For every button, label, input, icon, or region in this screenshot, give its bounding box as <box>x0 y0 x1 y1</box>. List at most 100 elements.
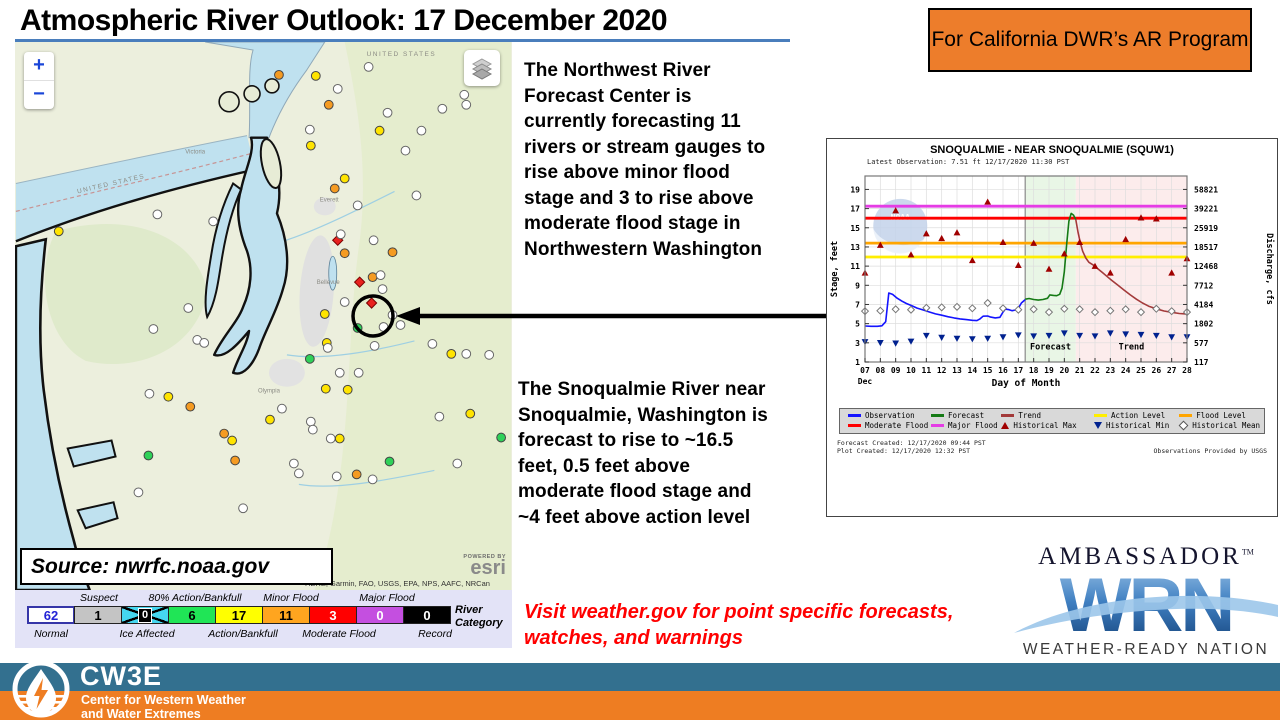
gauge-marker[interactable] <box>387 247 398 258</box>
gauge-marker[interactable] <box>446 348 457 359</box>
gauge-marker[interactable] <box>293 468 304 479</box>
source-label: Source: nwrfc.noaa.gov <box>20 548 333 585</box>
gauge-marker[interactable] <box>319 309 330 319</box>
gauge-marker[interactable] <box>183 303 194 313</box>
gauge-marker[interactable] <box>427 339 438 349</box>
gauge-marker[interactable] <box>378 322 389 332</box>
gauge-marker[interactable] <box>384 456 395 467</box>
forecast-summary-text: The Northwest River Forecast Center is c… <box>524 60 766 260</box>
gauge-marker[interactable] <box>152 209 163 220</box>
gauge-marker[interactable] <box>452 458 463 469</box>
legend-label-top: 80% Action/Bankfull <box>148 592 242 604</box>
zoom-in-button[interactable]: + <box>33 54 45 76</box>
gauge-marker[interactable] <box>461 348 472 359</box>
gauge-marker[interactable] <box>274 69 284 80</box>
gauge-marker[interactable] <box>277 403 287 414</box>
layers-button[interactable] <box>464 50 500 86</box>
gauge-marker[interactable] <box>307 424 318 435</box>
gauge-marker[interactable] <box>331 471 342 482</box>
gauge-marker[interactable] <box>375 270 386 281</box>
layers-icon <box>471 58 493 80</box>
gauge-marker[interactable] <box>334 367 345 378</box>
gauge-marker[interactable] <box>310 70 321 81</box>
gauge-marker[interactable] <box>459 89 470 100</box>
gauge-marker[interactable] <box>335 229 346 240</box>
svg-text:12: 12 <box>937 366 947 375</box>
gauge-marker[interactable] <box>496 432 507 443</box>
gauge-marker[interactable] <box>265 414 275 425</box>
gauge-marker[interactable] <box>400 145 411 156</box>
gauge-marker[interactable] <box>325 433 336 444</box>
svg-text:25919: 25919 <box>1194 224 1218 233</box>
gauge-marker[interactable] <box>368 235 379 246</box>
gauge-marker[interactable] <box>416 125 427 136</box>
hydrograph-panel: SNOQUALMIE - NEAR SNOQUALMIE (SQUW1) Lat… <box>826 138 1278 517</box>
gauge-marker[interactable] <box>353 276 366 288</box>
gauge-marker[interactable] <box>339 297 350 307</box>
gauge-marker[interactable] <box>227 435 237 446</box>
gauge-marker[interactable] <box>353 367 364 378</box>
svg-text:18: 18 <box>1029 366 1039 375</box>
gauge-marker[interactable] <box>143 450 154 461</box>
gauge-marker[interactable] <box>219 428 230 439</box>
gauge-marker[interactable] <box>334 433 345 444</box>
gauge-marker[interactable] <box>434 411 445 422</box>
gauge-marker[interactable] <box>199 338 210 348</box>
gauge-marker[interactable] <box>163 391 174 402</box>
gauge-marker[interactable] <box>387 310 398 320</box>
gauge-marker[interactable] <box>323 99 334 110</box>
gauge-marker[interactable] <box>185 401 196 412</box>
gauge-marker[interactable] <box>363 62 374 72</box>
gauge-marker[interactable] <box>53 226 64 237</box>
gauge-marker[interactable] <box>339 173 350 184</box>
gauge-marker[interactable] <box>395 320 406 330</box>
chart-legend-item: Moderate Flood <box>848 421 931 430</box>
svg-text:22: 22 <box>1090 366 1100 375</box>
svg-text:19: 19 <box>850 185 860 194</box>
gauge-marker[interactable] <box>342 384 353 395</box>
gauge-marker[interactable] <box>374 125 385 136</box>
legend-label-top: Major Flood <box>359 592 415 604</box>
svg-text:18517: 18517 <box>1194 243 1218 252</box>
usgs-credit: Observations Provided by USGS <box>1153 447 1268 455</box>
wrn-ambassador-logo: AMBASSADORTM WRN WEATHER-READY NATION <box>1014 543 1278 659</box>
gauge-marker[interactable] <box>484 349 495 360</box>
gauge-marker[interactable] <box>305 416 316 427</box>
gauge-marker[interactable] <box>230 455 240 466</box>
gauge-marker[interactable] <box>144 388 155 399</box>
gauge-marker[interactable] <box>304 353 315 364</box>
gauge-marker[interactable] <box>369 341 380 351</box>
gauge-marker[interactable] <box>461 99 472 110</box>
gauge-marker[interactable] <box>332 83 343 94</box>
gauge-marker[interactable] <box>382 107 393 118</box>
gauge-marker[interactable] <box>238 503 248 514</box>
gauge-marker[interactable] <box>411 190 422 201</box>
gauge-marker[interactable] <box>329 183 340 194</box>
gauge-marker[interactable] <box>304 124 315 135</box>
gauge-marker[interactable] <box>320 383 331 394</box>
gauge-marker[interactable] <box>352 200 363 211</box>
gauge-marker[interactable] <box>208 216 219 227</box>
gauge-marker[interactable] <box>305 140 316 151</box>
legend-cell: 1 <box>74 606 122 624</box>
svg-text:19: 19 <box>1044 366 1054 375</box>
svg-text:39221: 39221 <box>1194 205 1218 214</box>
gauge-marker[interactable] <box>133 487 144 498</box>
svg-text:9: 9 <box>855 281 860 290</box>
gauge-marker[interactable] <box>352 323 363 333</box>
gauge-marker[interactable] <box>437 103 448 114</box>
gauge-marker[interactable] <box>377 284 388 294</box>
flood-gauge-map[interactable]: UNITED STATES UNITED STATES Victoria Everet… <box>15 42 512 590</box>
svg-text:4184: 4184 <box>1194 300 1213 309</box>
gauge-marker[interactable] <box>322 343 333 353</box>
gauge-marker[interactable] <box>465 408 476 419</box>
svg-text:21: 21 <box>1075 366 1085 375</box>
gauge-marker[interactable] <box>339 248 350 259</box>
svg-text:28: 28 <box>1182 366 1192 375</box>
gauge-marker[interactable] <box>367 272 378 283</box>
gauge-marker[interactable] <box>289 458 299 469</box>
zoom-out-button[interactable]: − <box>24 80 54 109</box>
gauge-marker[interactable] <box>148 324 159 334</box>
gauge-marker[interactable] <box>351 469 362 480</box>
gauge-marker[interactable] <box>367 474 378 485</box>
